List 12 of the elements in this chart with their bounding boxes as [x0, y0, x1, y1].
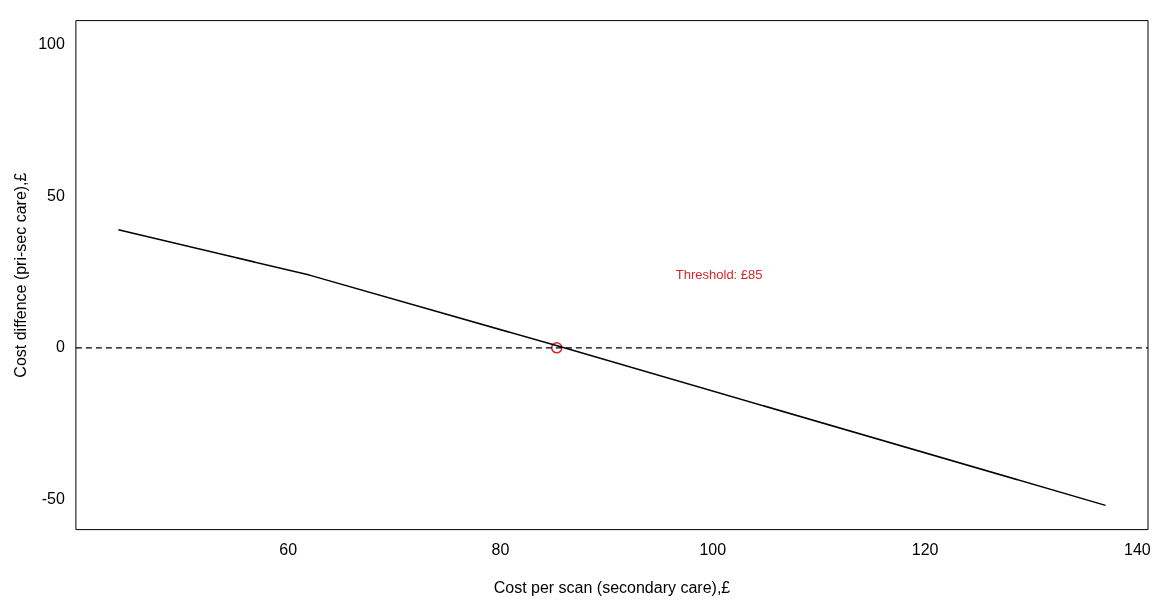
y-tick-label: 100 — [38, 35, 65, 53]
y-tick-label: 50 — [47, 186, 65, 204]
y-tick-label: -50 — [41, 489, 65, 507]
x-tick-label: 120 — [911, 540, 939, 558]
x-tick-label: 80 — [491, 540, 510, 558]
annotation: Threshold: £85 — [675, 266, 763, 282]
x-tick-label: 100 — [699, 540, 727, 558]
x-tick-label: 60 — [279, 540, 298, 558]
x-axis-title: Cost per scan (secondary care),£ — [493, 578, 731, 596]
y-axis-title: Cost diffence (pri-sec care),£ — [12, 172, 30, 378]
y-tick-label: 0 — [55, 338, 65, 356]
x-tick-label: 140 — [1124, 540, 1151, 558]
